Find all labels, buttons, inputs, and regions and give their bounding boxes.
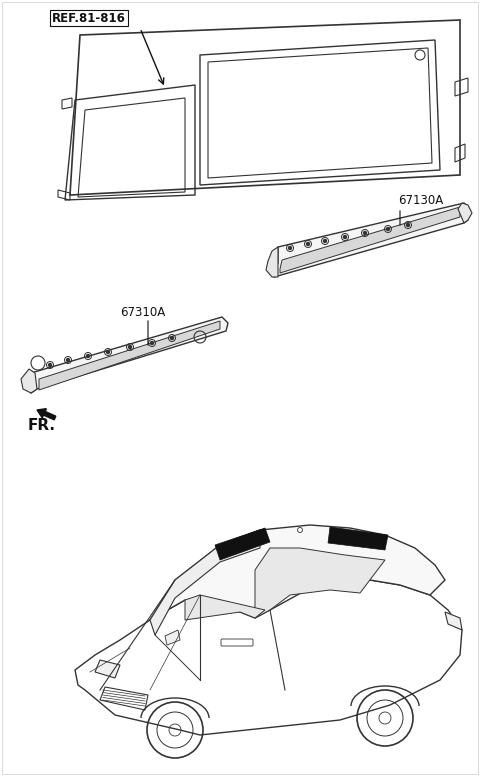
Circle shape xyxy=(129,345,132,348)
Polygon shape xyxy=(266,247,278,277)
Circle shape xyxy=(151,341,154,345)
Circle shape xyxy=(288,247,291,250)
Polygon shape xyxy=(165,630,180,645)
Polygon shape xyxy=(445,612,462,630)
Polygon shape xyxy=(95,660,120,678)
Circle shape xyxy=(324,240,326,242)
Circle shape xyxy=(307,242,310,245)
Polygon shape xyxy=(21,369,37,393)
Circle shape xyxy=(386,227,389,230)
Circle shape xyxy=(67,359,70,362)
Polygon shape xyxy=(458,203,472,223)
Polygon shape xyxy=(328,527,388,550)
Polygon shape xyxy=(150,530,260,635)
FancyBboxPatch shape xyxy=(221,639,253,646)
Polygon shape xyxy=(100,687,148,710)
FancyArrow shape xyxy=(37,409,56,420)
Polygon shape xyxy=(25,317,228,393)
Circle shape xyxy=(107,351,109,354)
Circle shape xyxy=(48,363,51,366)
Polygon shape xyxy=(150,525,445,620)
Polygon shape xyxy=(270,203,468,277)
Text: FR.: FR. xyxy=(28,417,56,432)
Text: 67130A: 67130A xyxy=(398,193,443,206)
Circle shape xyxy=(407,223,409,227)
Polygon shape xyxy=(185,595,265,620)
Circle shape xyxy=(344,235,347,238)
Circle shape xyxy=(363,231,367,234)
Polygon shape xyxy=(280,207,460,273)
Polygon shape xyxy=(39,321,220,390)
Polygon shape xyxy=(215,528,270,560)
Polygon shape xyxy=(255,548,385,618)
Text: 67310A: 67310A xyxy=(120,306,165,318)
Polygon shape xyxy=(75,580,462,735)
Circle shape xyxy=(86,355,89,358)
Circle shape xyxy=(170,337,173,340)
Text: REF.81-816: REF.81-816 xyxy=(52,12,126,25)
